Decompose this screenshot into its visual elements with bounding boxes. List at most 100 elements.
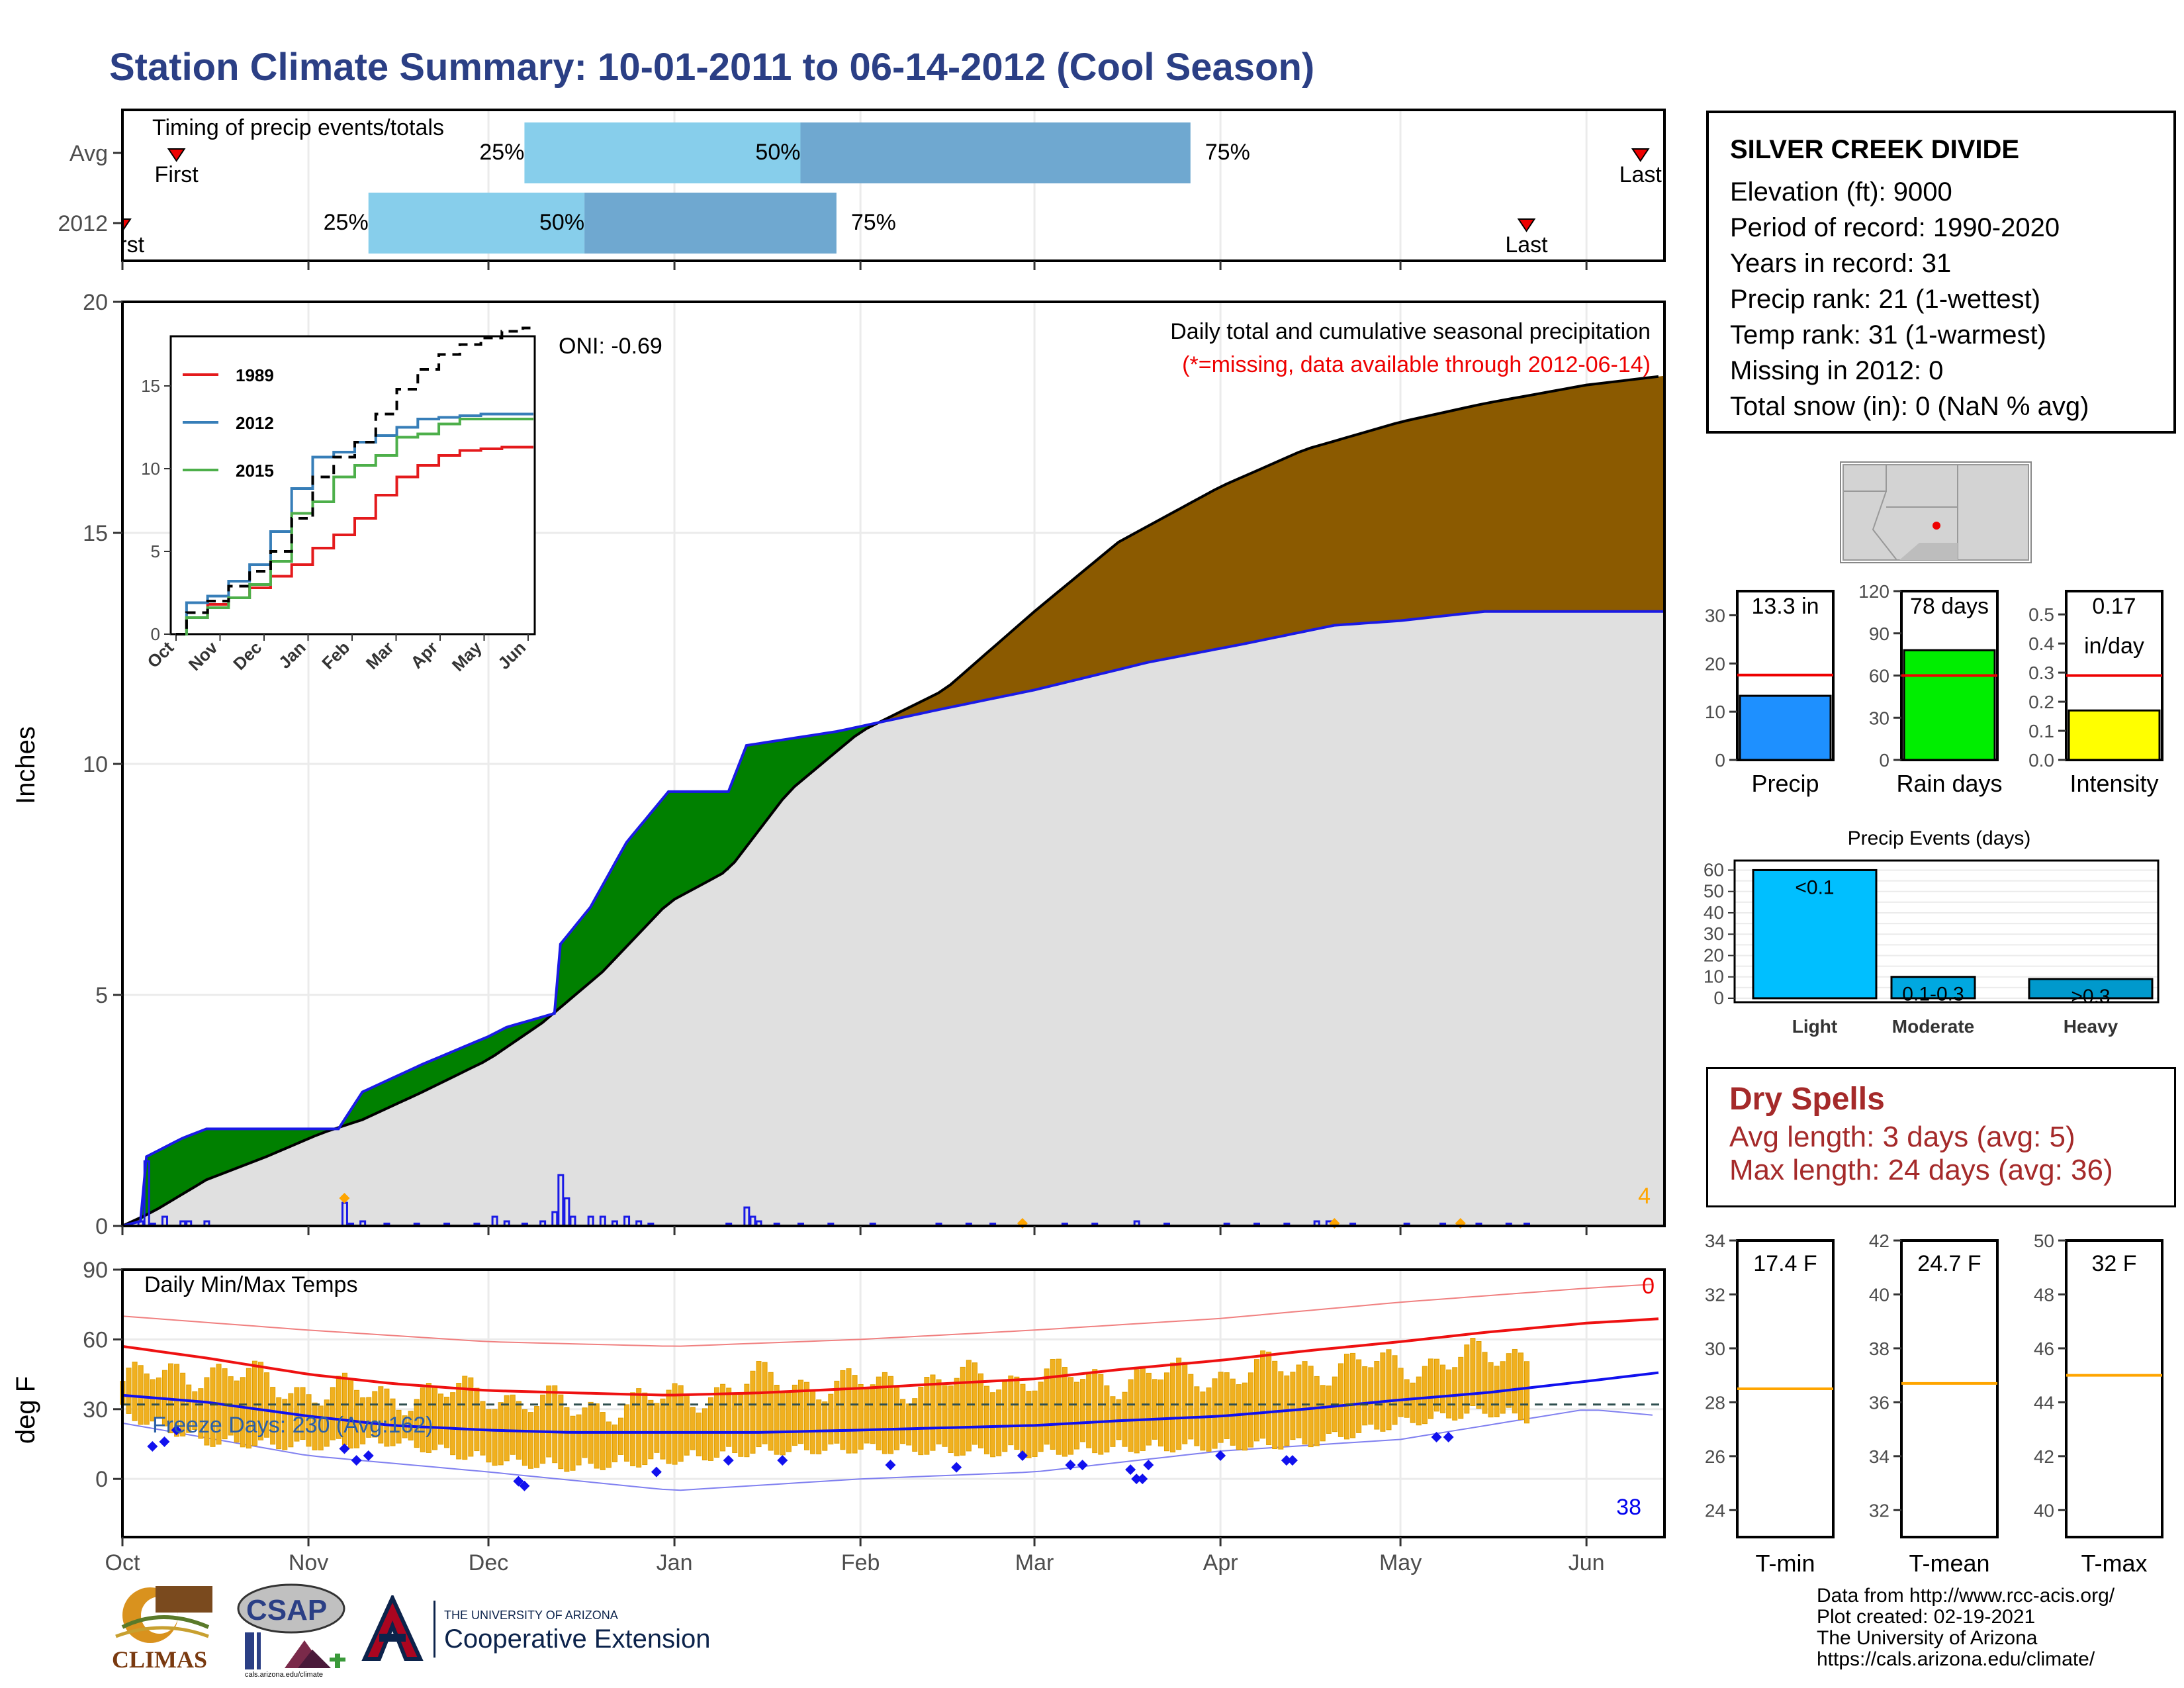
- summary-y-tick-label-1-4: 120: [1858, 581, 1889, 602]
- daily-temp-bar-204: [1343, 1354, 1349, 1440]
- daily-temp-bar-144: [984, 1385, 990, 1454]
- daily-temp-bar-15: [210, 1367, 216, 1447]
- daily-temp-bar-188: [1248, 1372, 1253, 1448]
- daily-temp-bar-146: [996, 1389, 1002, 1456]
- daily-temp-bar-96: [696, 1412, 702, 1456]
- daily-temp-bar-65: [510, 1394, 516, 1455]
- daily-temp-bar-133: [918, 1386, 924, 1456]
- temp-summary-y-tick-label-1-3: 38: [1869, 1338, 1889, 1359]
- temp-y-tick-label-1: 30: [83, 1397, 108, 1423]
- summary-bar-precip: [1739, 694, 1832, 761]
- daily-temp-bar-126: [876, 1376, 882, 1450]
- last-event-label-y2012: Last: [1505, 232, 1548, 258]
- temp-summary-y-tick-label-2-4: 48: [2034, 1284, 2054, 1305]
- daily-temp-bar-64: [504, 1395, 510, 1462]
- summary-category-label-1: Rain days: [1896, 770, 2002, 797]
- daily-temp-bar-69: [534, 1406, 540, 1468]
- daily-temp-bar-223: [1458, 1356, 1464, 1419]
- temp-summary-y-tick-label-2-1: 42: [2034, 1446, 2054, 1467]
- temp-y-tick-label-0: 0: [95, 1467, 108, 1492]
- summary-value-label-0-0: 13.3 in: [1751, 594, 1819, 619]
- summary-value-label-2-0: 0.17: [2092, 594, 2136, 619]
- temp-top-count: 0: [1642, 1274, 1655, 1299]
- temp-bottom-count: 38: [1616, 1495, 1641, 1520]
- freeze-day-marker-6: [513, 1476, 524, 1487]
- daily-temp-bar-94: [684, 1395, 690, 1456]
- precip-corner-count: 4: [1638, 1184, 1651, 1209]
- inset-y-tick-label-0: 0: [151, 624, 160, 644]
- month-label-dec: Dec: [469, 1550, 508, 1575]
- month-label-jan: Jan: [657, 1550, 693, 1575]
- info-snow: Total snow (in): 0 (NaN % avg): [1730, 392, 2089, 421]
- temp-summary-category-t-min: T-min: [1756, 1550, 1815, 1577]
- inset-legend-label-1989: 1989: [236, 365, 274, 385]
- daily-temp-bar-184: [1224, 1372, 1230, 1439]
- temp-avg-max-line: [122, 1317, 1659, 1397]
- temp-summary-y-tick-label-0-0: 24: [1705, 1500, 1725, 1521]
- daily-temp-bar-56: [456, 1383, 462, 1460]
- freeze-day-marker-13: [1017, 1450, 1028, 1462]
- temp-summary-value-0: 17.4 F: [1753, 1251, 1817, 1276]
- daily-temp-bar-195: [1290, 1372, 1296, 1440]
- precip-events-frame: [1733, 859, 2160, 1004]
- summary-y-tick-label-2-0: 0.0: [2028, 750, 2054, 771]
- daily-temp-bar-177: [1182, 1362, 1188, 1444]
- daily-temp-bar-205: [1350, 1352, 1356, 1438]
- last-event-marker-avg: [1631, 148, 1650, 162]
- freeze-day-marker-23: [1431, 1431, 1442, 1442]
- daily-temp-bar-89: [654, 1403, 660, 1453]
- inset-series-line-average: [176, 326, 533, 635]
- daily-temp-bar-53: [438, 1393, 444, 1445]
- daily-temp-bar-110: [780, 1392, 786, 1456]
- daily-temp-bar-23: [258, 1362, 264, 1440]
- daily-temp-bar-217: [1422, 1366, 1428, 1425]
- daily-temp-bar-183: [1218, 1372, 1224, 1443]
- precip-y-tick-label-3: 15: [83, 521, 108, 546]
- precip-events-bar-label-2: >0.3: [2071, 986, 2110, 1008]
- inset-series-line-2015: [176, 418, 533, 635]
- daily-temp-bar-42: [372, 1391, 378, 1438]
- summary-y-tick-label-2-1: 0.1: [2028, 721, 2054, 741]
- daily-temp-bar-112: [792, 1384, 797, 1446]
- precip-y-axis-label: Inches: [11, 726, 40, 804]
- summary-category-label-2: Intensity: [2070, 770, 2158, 797]
- freeze-day-marker-9: [723, 1455, 734, 1466]
- daily-temp-bar-107: [762, 1362, 768, 1444]
- temp-summary-category-t-max: T-max: [2081, 1550, 2147, 1577]
- summary-y-tick-label-2-2: 0.2: [2028, 692, 2054, 712]
- precip-events-y-tick-label-5: 50: [1704, 881, 1724, 902]
- daily-temp-bar-120: [840, 1370, 846, 1450]
- summary-y-tick-label-0-0: 0: [1715, 750, 1725, 771]
- daily-temp-bar-87: [642, 1392, 648, 1466]
- daily-temp-bar-227: [1482, 1352, 1488, 1414]
- temp-summary-frame-1: [1900, 1239, 1999, 1538]
- daily-temp-bar-90: [660, 1398, 666, 1460]
- daily-temp-bar-225: [1470, 1338, 1476, 1406]
- daily-temp-bar-61: [486, 1409, 492, 1463]
- timing-panel-title: Timing of precip events/totals: [152, 115, 444, 140]
- temp-summary-y-tick-label-2-3: 46: [2034, 1338, 2054, 1359]
- daily-temp-bar-209: [1374, 1361, 1380, 1430]
- daily-temp-bar-74: [564, 1407, 570, 1472]
- month-label-may: May: [1379, 1550, 1422, 1575]
- temp-summary-category-t-mean: T-mean: [1909, 1550, 1989, 1577]
- daily-temp-bar-97: [702, 1408, 707, 1461]
- precip-events-y-tick-label-0: 0: [1713, 988, 1724, 1008]
- daily-temp-bar-51: [426, 1383, 432, 1453]
- temp-summary-y-tick-label-0-2: 28: [1705, 1392, 1725, 1413]
- daily-temp-bar-100: [720, 1383, 726, 1452]
- daily-temp-bar-115: [810, 1390, 816, 1454]
- daily-temp-bar-49: [414, 1399, 420, 1448]
- temp-summary-value-1: 24.7 F: [1917, 1251, 1981, 1276]
- daily-temp-bar-207: [1362, 1366, 1368, 1426]
- freeze-day-marker-18: [1137, 1474, 1148, 1485]
- daily-temp-bar-70: [540, 1394, 546, 1464]
- summary-bar-rain-days: [1903, 649, 1996, 761]
- ua-a-icon: [361, 1593, 424, 1661]
- daily-temp-bar-83: [617, 1417, 623, 1455]
- precip-events-bar-heavy: [2028, 978, 2154, 1000]
- timing-panel-frame: [121, 109, 1666, 262]
- precip-y-tick-label-0: 0: [95, 1214, 108, 1239]
- summary-bar-intensity: [2068, 709, 2161, 761]
- last-event-label-avg: Last: [1619, 162, 1662, 187]
